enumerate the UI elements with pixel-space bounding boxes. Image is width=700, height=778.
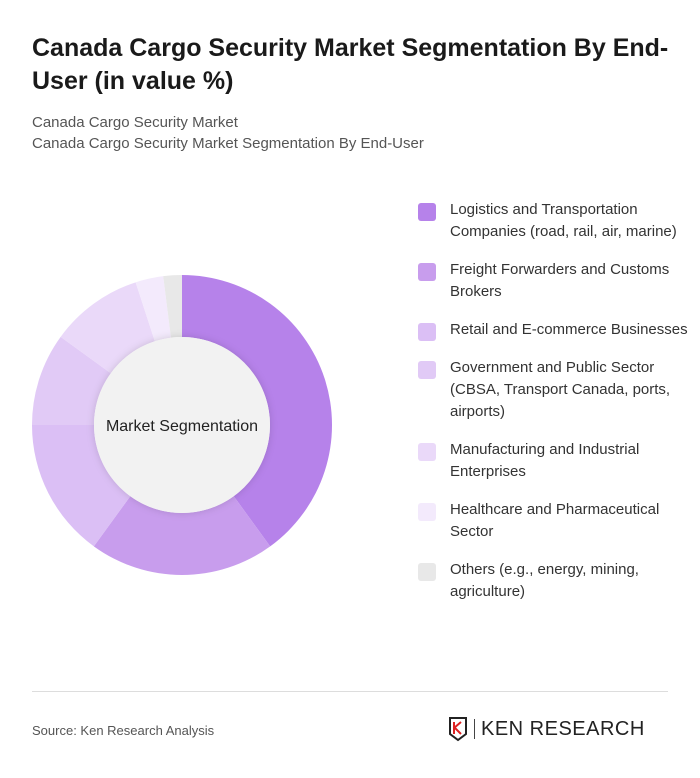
donut-slice[interactable]	[60, 282, 155, 374]
donut-slice[interactable]	[135, 276, 171, 342]
donut-slice[interactable]	[93, 496, 271, 575]
legend-swatch	[418, 203, 436, 221]
legend-swatch	[418, 443, 436, 461]
legend-label: Healthcare and Pharmaceutical Sector	[450, 501, 660, 540]
legend: Logistics and Transportation Companies (…	[418, 199, 688, 603]
donut-slice[interactable]	[182, 275, 332, 547]
donut-center	[94, 337, 270, 513]
donut-slice[interactable]	[32, 336, 111, 425]
logo-separator	[474, 719, 475, 739]
legend-swatch	[418, 503, 436, 521]
donut-slice[interactable]	[32, 425, 131, 547]
legend-swatch	[418, 563, 436, 581]
donut-slice[interactable]	[163, 275, 182, 338]
legend-item[interactable]: Retail and E-commerce Businesses	[418, 319, 688, 341]
legend-swatch	[418, 263, 436, 281]
legend-label: Others (e.g., energy, mining, agricultur…	[450, 561, 639, 600]
divider	[32, 691, 668, 692]
subtitle-segmentation: Canada Cargo Security Market Segmentatio…	[32, 135, 424, 152]
legend-label: Manufacturing and Industrial Enterprises	[450, 441, 640, 480]
source-note: Source: Ken Research Analysis	[32, 723, 215, 738]
legend-item[interactable]: Government and Public Sector (CBSA, Tran…	[418, 357, 688, 423]
legend-item[interactable]: Manufacturing and Industrial Enterprises	[418, 439, 688, 483]
legend-swatch	[418, 323, 436, 341]
donut-chart: Market Segmentation	[32, 275, 332, 575]
center-label: Market Segmentation	[106, 418, 258, 435]
legend-item[interactable]: Healthcare and Pharmaceutical Sector	[418, 499, 688, 543]
logo-text: KEN RESEARCH	[481, 717, 645, 740]
legend-item[interactable]: Freight Forwarders and Customs Brokers	[418, 259, 688, 303]
legend-label: Government and Public Sector (CBSA, Tran…	[450, 359, 671, 420]
legend-label: Freight Forwarders and Customs Brokers	[450, 261, 670, 300]
legend-label: Retail and E-commerce Businesses	[450, 321, 688, 338]
legend-label: Logistics and Transportation Companies (…	[450, 201, 677, 240]
legend-swatch	[418, 361, 436, 379]
ken-logo-icon	[449, 717, 467, 742]
legend-item[interactable]: Logistics and Transportation Companies (…	[418, 199, 688, 243]
subtitle-market: Canada Cargo Security Market	[32, 114, 238, 131]
chart-title: Canada Cargo Security Market Segmentatio…	[32, 34, 669, 95]
ken-research-logo: KEN RESEARCH	[448, 716, 645, 742]
legend-item[interactable]: Others (e.g., energy, mining, agricultur…	[418, 559, 688, 603]
